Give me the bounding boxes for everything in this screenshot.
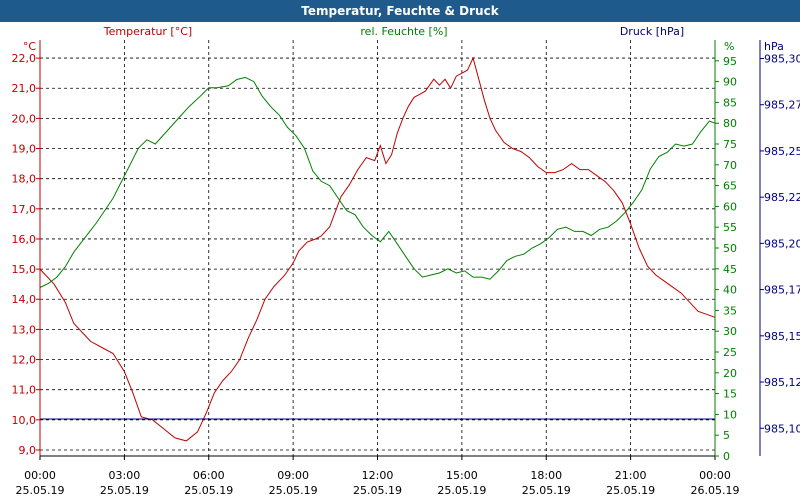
plot-background xyxy=(40,40,715,456)
axes-layer xyxy=(36,40,764,460)
x-tick-time-label: 00:00 xyxy=(699,469,731,482)
temperature-tick-label: 14,0 xyxy=(12,293,37,306)
pressure-tick-label: 985,30 xyxy=(764,52,800,65)
x-tick-time-label: 09:00 xyxy=(277,469,309,482)
pressure-tick-label: 985,12 xyxy=(764,376,800,389)
humidity-tick-label: 50 xyxy=(723,242,737,255)
humidity-tick-label: 85 xyxy=(723,96,737,109)
humidity-tick-label: 0 xyxy=(723,450,730,463)
pressure-tick-label: 985,10 xyxy=(764,422,800,435)
x-tick-time-label: 06:00 xyxy=(193,469,225,482)
humidity-tick-label: 45 xyxy=(723,263,737,276)
humidity-tick-label: 90 xyxy=(723,76,737,89)
humidity-tick-label: 75 xyxy=(723,138,737,151)
temperature-unit-label: °C xyxy=(23,40,37,53)
temperature-tick-label: 11,0 xyxy=(12,384,37,397)
labels-layer: 00:00 25.05.19 03:00 25.05.19 06:00 25.05.19 0… xyxy=(12,25,800,497)
pressure-tick-label: 985,20 xyxy=(764,237,800,250)
temperature-tick-label: 15,0 xyxy=(12,263,37,276)
x-tick-time-label: 12:00 xyxy=(362,469,394,482)
x-tick-date-label: 26.05.19 xyxy=(691,484,740,497)
temperature-tick-label: 16,0 xyxy=(12,233,37,246)
humidity-tick-label: 15 xyxy=(723,388,737,401)
humidity-tick-label: 65 xyxy=(723,180,737,193)
humidity-tick-label: 5 xyxy=(723,429,730,442)
humidity-tick-label: 80 xyxy=(723,117,737,130)
x-tick-date-label: 25.05.19 xyxy=(353,484,402,497)
humidity-tick-label: 95 xyxy=(723,55,737,68)
temperature-tick-label: 22,0 xyxy=(12,52,37,65)
x-tick-time-label: 00:00 xyxy=(24,469,56,482)
x-tick-time-label: 03:00 xyxy=(109,469,141,482)
temperature-tick-label: 9,0 xyxy=(19,444,37,457)
temperature-tick-label: 12,0 xyxy=(12,354,37,367)
x-tick-date-label: 25.05.19 xyxy=(184,484,233,497)
humidity-tick-label: 70 xyxy=(723,159,737,172)
humidity-tick-label: 60 xyxy=(723,200,737,213)
x-tick-date-label: 25.05.19 xyxy=(16,484,65,497)
humidity-tick-label: 55 xyxy=(723,221,737,234)
humidity-tick-label: 30 xyxy=(723,325,737,338)
x-tick-date-label: 25.05.19 xyxy=(606,484,655,497)
temperature-tick-label: 19,0 xyxy=(12,143,37,156)
temperature-axis-title: Temperatur [°C] xyxy=(103,25,192,38)
pressure-tick-label: 985,25 xyxy=(764,145,800,158)
x-tick-date-label: 25.05.19 xyxy=(100,484,149,497)
pressure-tick-label: 985,27 xyxy=(764,99,800,112)
x-tick-time-label: 15:00 xyxy=(446,469,478,482)
temperature-tick-label: 18,0 xyxy=(12,173,37,186)
grid-lines xyxy=(40,40,715,456)
humidity-series-line xyxy=(39,76,716,288)
humidity-axis-title: rel. Feuchte [%] xyxy=(360,25,447,38)
pressure-axis-title: Druck [hPa] xyxy=(620,25,684,38)
temperature-tick-label: 10,0 xyxy=(12,414,37,427)
chart-title: Temperatur, Feuchte & Druck xyxy=(0,0,800,22)
x-tick-date-label: 25.05.19 xyxy=(269,484,318,497)
pressure-tick-label: 985,15 xyxy=(764,330,800,343)
x-tick-time-label: 21:00 xyxy=(615,469,647,482)
humidity-tick-label: 10 xyxy=(723,408,737,421)
x-tick-date-label: 25.05.19 xyxy=(437,484,486,497)
pressure-tick-label: 985,17 xyxy=(764,284,800,297)
temperature-series-line xyxy=(39,56,716,442)
humidity-tick-label: 40 xyxy=(723,284,737,297)
pressure-unit-label: hPa xyxy=(764,40,784,53)
x-tick-time-label: 18:00 xyxy=(530,469,562,482)
pressure-tick-label: 985,22 xyxy=(764,191,800,204)
temperature-tick-label: 17,0 xyxy=(12,203,37,216)
temperature-tick-label: 21,0 xyxy=(12,82,37,95)
temperature-tick-label: 20,0 xyxy=(12,112,37,125)
series-layer xyxy=(39,56,716,442)
temperature-tick-label: 13,0 xyxy=(12,323,37,336)
humidity-tick-label: 35 xyxy=(723,304,737,317)
x-tick-date-label: 25.05.19 xyxy=(522,484,571,497)
humidity-unit-label: % xyxy=(724,40,734,53)
humidity-tick-label: 25 xyxy=(723,346,737,359)
humidity-tick-label: 20 xyxy=(723,367,737,380)
